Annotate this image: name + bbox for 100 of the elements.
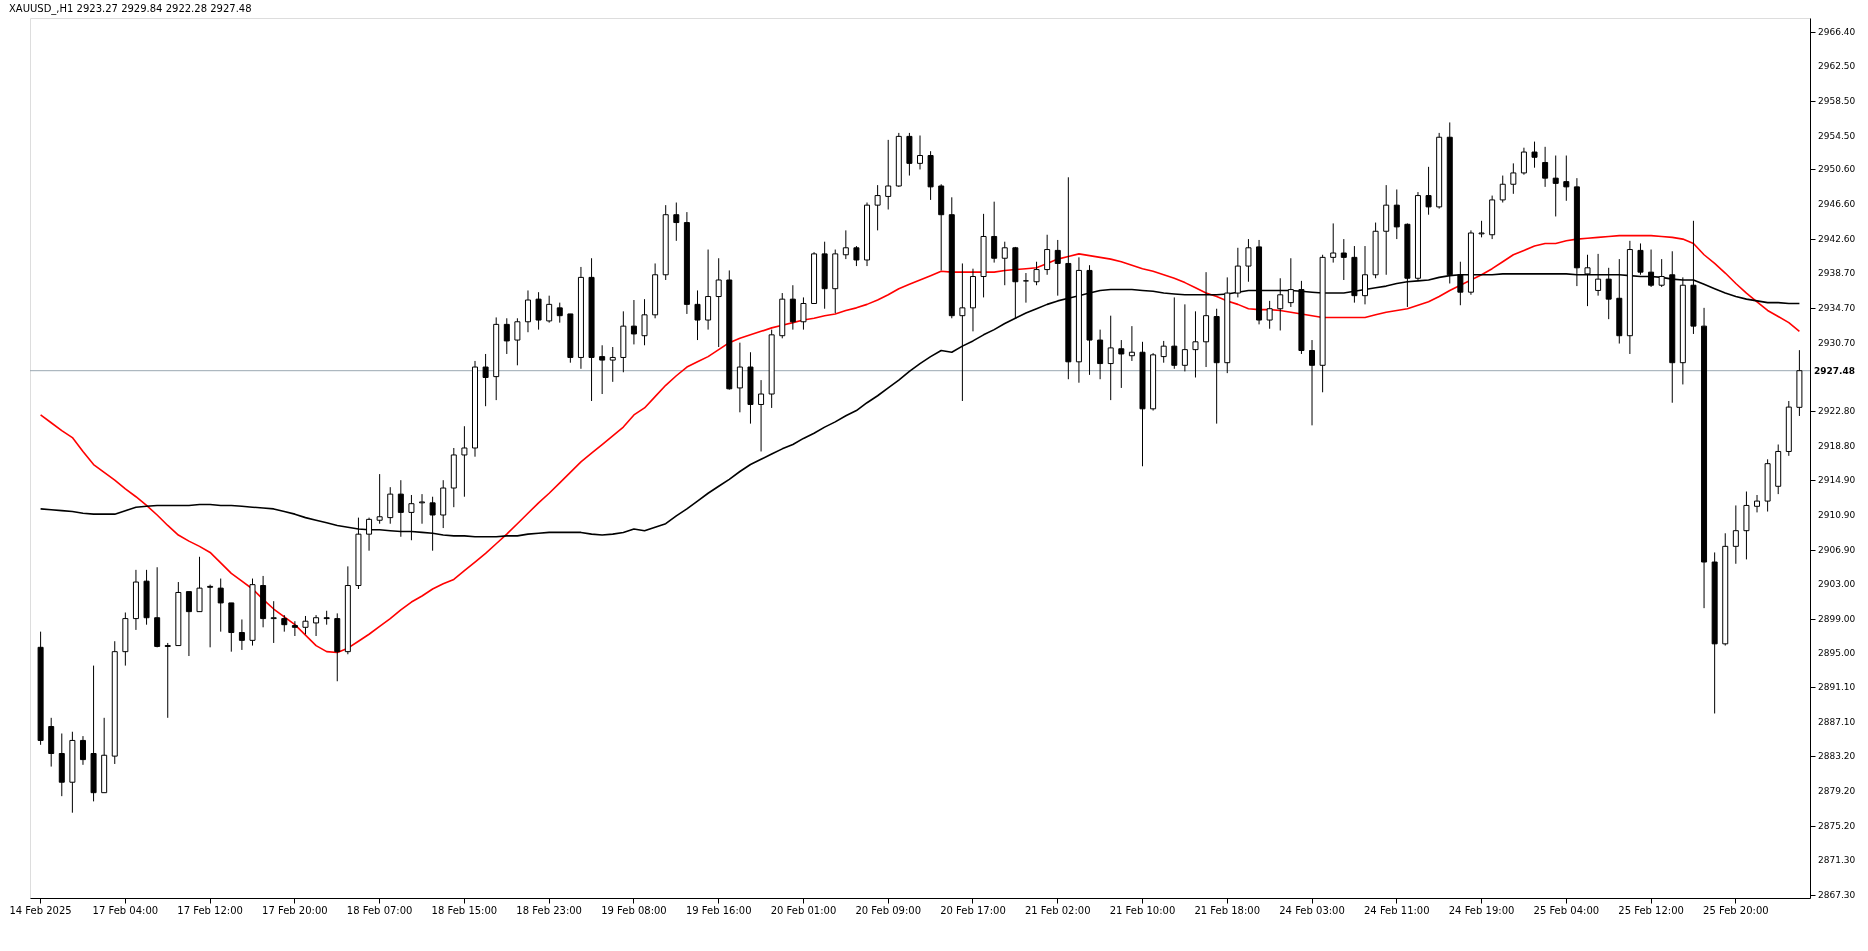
- x-tick-label: 24 Feb 11:00: [1363, 904, 1430, 916]
- candlestick: [1118, 339, 1125, 389]
- candlestick: [1044, 234, 1051, 276]
- y-tick-label: 2966.40: [1818, 26, 1856, 37]
- x-tick-label: 18 Feb 15:00: [431, 904, 498, 916]
- candlestick: [185, 591, 192, 657]
- x-tick-label: 14 Feb 2025: [9, 904, 72, 916]
- candlestick: [1499, 175, 1506, 204]
- candlestick: [1054, 239, 1061, 297]
- candlestick: [842, 229, 849, 260]
- x-tick-label: 18 Feb 23:00: [516, 904, 582, 916]
- y-tick-label: 2906.90: [1818, 544, 1856, 555]
- y-tick-label: 2883.20: [1818, 751, 1856, 762]
- y-tick-label: 2922.80: [1818, 406, 1856, 417]
- candlestick: [79, 735, 86, 766]
- candlestick: [419, 493, 426, 525]
- candlestick: [609, 346, 616, 383]
- x-tick-label: 18 Feb 07:00: [346, 904, 413, 916]
- candlestick: [1128, 325, 1135, 362]
- y-tick-label: 2891.10: [1818, 682, 1856, 693]
- x-tick-label: 25 Feb 04:00: [1533, 904, 1600, 916]
- x-tick-label: 17 Feb 12:00: [177, 904, 243, 916]
- y-tick-label: 2871.30: [1818, 854, 1856, 865]
- candlestick: [546, 295, 553, 324]
- candlestick: [1520, 147, 1527, 176]
- candlestick: [1097, 329, 1104, 380]
- x-tick-label: 20 Feb 01:00: [770, 904, 837, 916]
- candlestick: [1563, 155, 1570, 202]
- candlestick: [1393, 188, 1400, 240]
- candlestick: [313, 614, 320, 637]
- candlestick: [376, 473, 383, 525]
- y-tick-label: 2910.90: [1818, 510, 1856, 521]
- candlestick: [1510, 162, 1517, 195]
- candlestick: [599, 344, 606, 395]
- x-tick-label: 21 Feb 18:00: [1194, 904, 1261, 916]
- candlestick: [238, 618, 245, 651]
- candlestick: [1022, 272, 1029, 304]
- y-tick-label: 2942.60: [1818, 234, 1856, 245]
- candlestick: [1171, 296, 1178, 370]
- candlestick: [1330, 222, 1337, 264]
- candlestick: [1531, 141, 1538, 169]
- candlestick: [217, 578, 224, 633]
- y-tick-label: 2867.30: [1818, 889, 1856, 900]
- y-tick-label: 2954.50: [1818, 130, 1856, 141]
- x-tick-label: 17 Feb 04:00: [92, 904, 159, 916]
- candlestick: [1266, 300, 1273, 330]
- candlestick: [630, 299, 637, 345]
- candlestick: [164, 642, 171, 719]
- candlestick: [885, 139, 892, 210]
- candlestick: [1542, 146, 1549, 188]
- chart-title: XAUUSD_,H1 2923.27 2929.84 2922.28 2927.48: [8, 3, 252, 15]
- candlestick: [853, 245, 860, 267]
- candlestick: [1192, 310, 1199, 378]
- x-tick-label: 20 Feb 09:00: [855, 904, 922, 916]
- candlestick: [715, 257, 722, 348]
- candlestick: [800, 296, 807, 331]
- candlestick: [991, 201, 998, 264]
- candlestick: [1425, 166, 1432, 216]
- candlestick: [1552, 155, 1559, 217]
- x-tick-label: 17 Feb 20:00: [262, 904, 328, 916]
- x-tick-label: 19 Feb 08:00: [601, 904, 667, 916]
- y-tick-label: 2934.70: [1818, 302, 1856, 313]
- candlestick: [503, 317, 510, 355]
- y-tick-label: 2879.20: [1818, 785, 1856, 796]
- candlestick: [1277, 277, 1284, 331]
- x-tick-label: 24 Feb 03:00: [1279, 904, 1345, 916]
- candlestick: [1340, 238, 1347, 281]
- candlestick: [705, 249, 712, 331]
- y-tick-label: 2887.10: [1818, 717, 1856, 728]
- candlestick: [758, 379, 765, 452]
- candlestick: [461, 425, 468, 498]
- candlestick: [1033, 261, 1040, 286]
- candlestick: [1732, 504, 1739, 565]
- y-tick-label: 2895.00: [1818, 648, 1856, 659]
- candlestick: [302, 615, 309, 635]
- y-tick-label: 2875.20: [1818, 820, 1856, 831]
- x-tick-label: 25 Feb 20:00: [1703, 904, 1769, 916]
- x-tick-label: 20 Feb 17:00: [940, 904, 1006, 916]
- y-tick-label: 2899.00: [1818, 613, 1856, 624]
- candlestick: [207, 584, 214, 648]
- y-tick-label: 2950.60: [1818, 164, 1856, 175]
- y-tick-label: 2918.80: [1818, 441, 1856, 452]
- x-tick-label: 24 Feb 19:00: [1448, 904, 1515, 916]
- candlestick: [514, 317, 521, 366]
- candlestick: [482, 353, 489, 407]
- candlestick: [270, 600, 277, 644]
- candlestick: [535, 291, 542, 331]
- candlestick: [736, 342, 743, 413]
- y-tick-label: 2962.50: [1818, 60, 1856, 71]
- candlestick: [673, 202, 680, 242]
- candlestick: [291, 620, 298, 637]
- y-tick-label: 2914.90: [1818, 475, 1856, 486]
- candlestick: [874, 184, 881, 231]
- candlestick: [917, 135, 923, 170]
- candlestick: [789, 284, 796, 331]
- candlestick: [556, 302, 563, 324]
- line-series: [39, 234, 1801, 654]
- candlestick: [524, 289, 531, 333]
- y-tick-label: 2958.50: [1818, 95, 1856, 106]
- candlestick: [1107, 315, 1114, 401]
